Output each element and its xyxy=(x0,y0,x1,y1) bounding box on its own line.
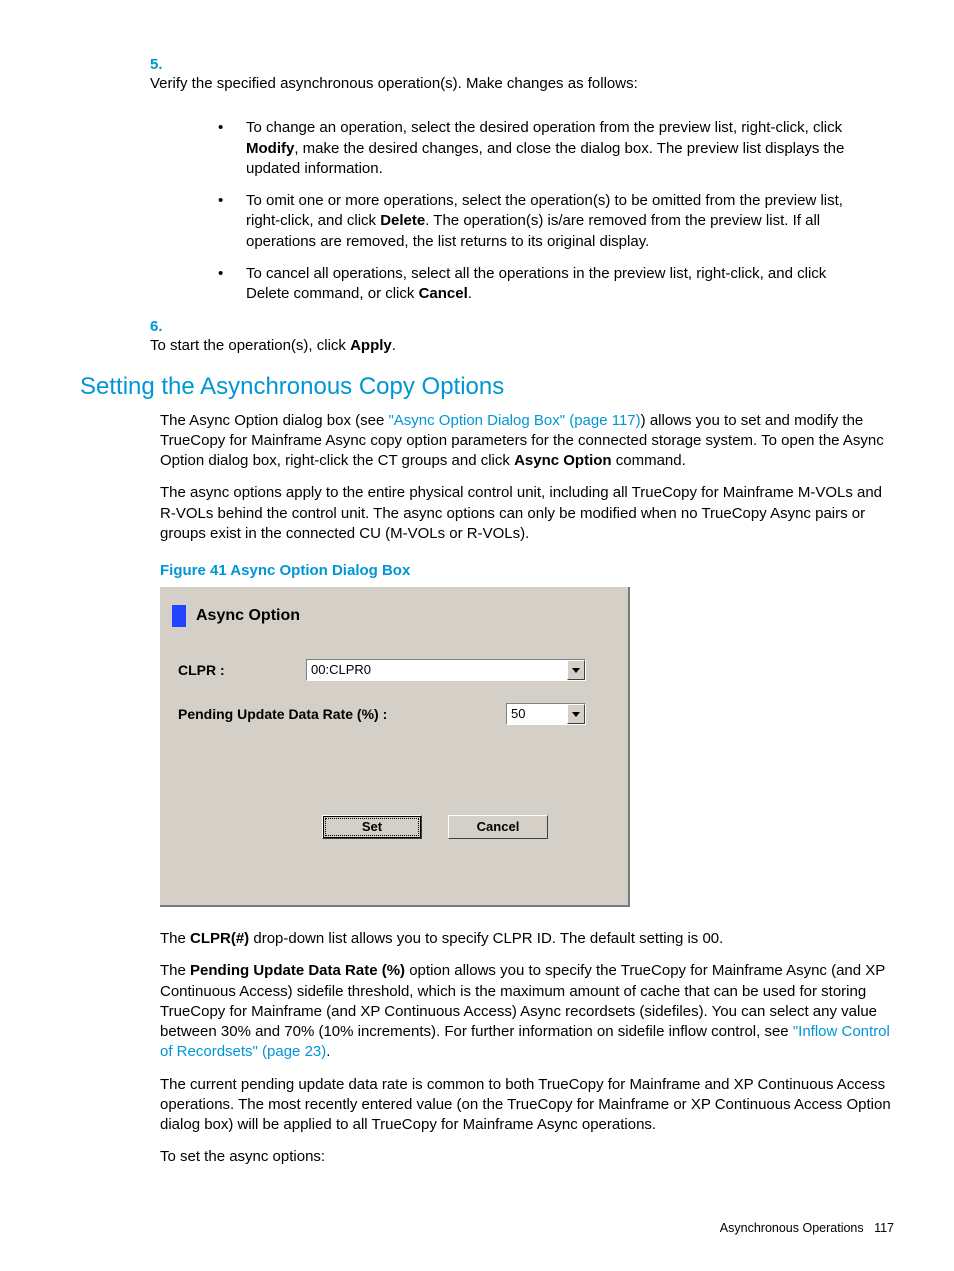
pending-rate-label: Pending Update Data Rate (%) : xyxy=(178,706,506,722)
link-async-option-dialog[interactable]: "Async Option Dialog Box" (page 117) xyxy=(388,412,640,429)
step-5-text: Verify the specified asynchronous operat… xyxy=(150,74,862,94)
bullet-delete: • To omit one or more operations, select… xyxy=(218,191,862,252)
bullet-modify-post: , make the desired changes, and close th… xyxy=(246,140,844,177)
section-heading: Setting the Asynchronous Copy Options xyxy=(80,373,894,401)
page-footer: Asynchronous Operations 117 xyxy=(720,1221,894,1235)
chevron-down-icon[interactable] xyxy=(567,660,585,680)
common-rate-paragraph: The current pending update data rate is … xyxy=(160,1075,894,1136)
set-button[interactable]: Set xyxy=(322,815,422,839)
dialog-icon xyxy=(172,605,186,627)
footer-section: Asynchronous Operations xyxy=(720,1221,864,1235)
footer-page-number: 117 xyxy=(874,1221,894,1235)
intro-paragraph-1: The Async Option dialog box (see "Async … xyxy=(160,411,894,472)
bullet-icon: • xyxy=(218,118,246,179)
pending-rate-dropdown[interactable]: 50 xyxy=(506,703,586,725)
step-6-bold: Apply xyxy=(350,337,392,354)
bullet-icon: • xyxy=(218,264,246,305)
bullet-modify-pre: To change an operation, select the desir… xyxy=(246,119,842,136)
clpr-description: The CLPR(#) drop-down list allows you to… xyxy=(160,929,894,949)
step-5-number: 5. xyxy=(150,56,178,73)
to-set-lead-in: To set the async options: xyxy=(160,1147,894,1167)
clpr-bold: CLPR(#) xyxy=(190,930,249,947)
step-6: 6. To start the operation(s), click Appl… xyxy=(150,318,894,356)
cancel-button[interactable]: Cancel xyxy=(448,815,548,839)
figure-caption: Figure 41 Async Option Dialog Box xyxy=(160,562,894,579)
dialog-title: Async Option xyxy=(196,607,300,625)
bullet-cancel-post: . xyxy=(468,285,472,302)
async-option-dialog: Async Option CLPR : 00:CLPR0 Pending Upd… xyxy=(160,587,630,907)
step-6-post: . xyxy=(392,337,396,354)
step-6-pre: To start the operation(s), click xyxy=(150,337,350,354)
bullet-delete-bold: Delete xyxy=(380,212,425,229)
bullet-cancel: • To cancel all operations, select all t… xyxy=(218,264,862,305)
pending-rate-description: The Pending Update Data Rate (%) option … xyxy=(160,961,894,1062)
pending-rate-bold: Pending Update Data Rate (%) xyxy=(190,962,405,979)
bullet-modify-bold: Modify xyxy=(246,140,294,157)
bullet-cancel-pre: To cancel all operations, select all the… xyxy=(246,265,826,302)
chevron-down-icon[interactable] xyxy=(567,704,585,724)
pending-rate-value: 50 xyxy=(507,704,567,724)
clpr-dropdown[interactable]: 00:CLPR0 xyxy=(306,659,586,681)
step-5-bullets: • To change an operation, select the des… xyxy=(150,100,894,316)
intro-paragraph-2: The async options apply to the entire ph… xyxy=(160,483,894,544)
step-5: 5. Verify the specified asynchronous ope… xyxy=(150,56,894,94)
clpr-value: 00:CLPR0 xyxy=(307,660,567,680)
bullet-modify: • To change an operation, select the des… xyxy=(218,118,862,179)
async-option-bold: Async Option xyxy=(514,452,612,469)
clpr-label: CLPR : xyxy=(178,662,306,678)
step-6-number: 6. xyxy=(150,318,178,335)
bullet-icon: • xyxy=(218,191,246,252)
bullet-cancel-bold: Cancel xyxy=(419,285,468,302)
